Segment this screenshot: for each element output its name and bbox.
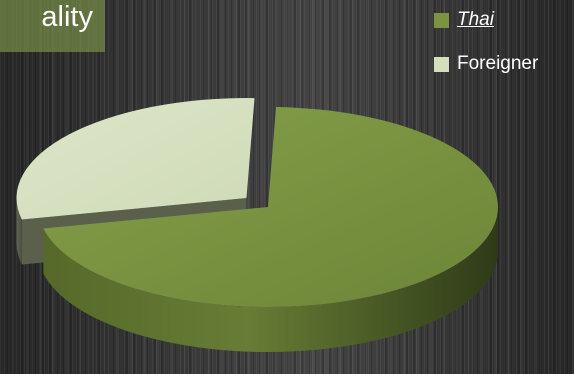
legend-label-thai: Thai <box>457 9 494 30</box>
legend: Thai Foreigner <box>434 6 538 94</box>
legend-label-foreigner: Foreigner <box>457 53 539 74</box>
pie-slice-thai <box>43 107 498 308</box>
legend-item-thai: Thai <box>434 6 538 34</box>
pie-slice-foreigner <box>16 98 255 220</box>
pie-slice-thai-side <box>43 207 498 352</box>
legend-swatch-foreigner <box>434 56 449 72</box>
pie-slice-foreigner-side <box>16 198 22 265</box>
legend-item-foreigner: Foreigner <box>434 50 538 78</box>
legend-swatch-thai <box>434 12 449 28</box>
chart-title-box: ality <box>0 0 105 52</box>
chart-title: ality <box>41 1 93 33</box>
